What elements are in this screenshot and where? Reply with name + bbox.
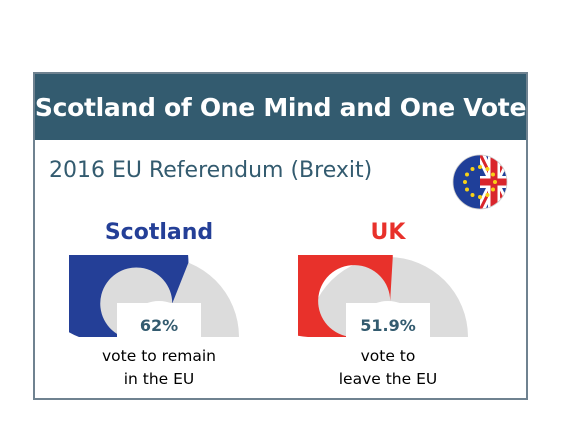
eu-star: [478, 165, 482, 169]
gauge-scotland: 62%: [69, 255, 239, 337]
gauge-fill-uk: [298, 255, 393, 337]
eu-star: [478, 195, 482, 199]
infographic-card: Scotland of One Mind and One Vote 2016 E…: [33, 72, 528, 400]
gauge-value-box-uk: [346, 303, 430, 337]
eu-star: [470, 192, 475, 197]
caption-line: in the EU: [123, 370, 195, 388]
banner-title: Scotland of One Mind and One Vote: [34, 92, 527, 122]
gauge-fill-scotland: [69, 255, 189, 337]
title-banner: Scotland of One Mind and One Vote: [35, 74, 526, 140]
caption-line: vote to: [360, 347, 416, 365]
eu-uk-flag-icon: [452, 154, 508, 210]
eu-star: [490, 172, 495, 177]
eu-star: [493, 180, 497, 184]
gauge-value-uk: 51.9%: [360, 316, 416, 335]
caption-line: leave the EU: [338, 370, 438, 388]
gauge-title-uk: UK: [370, 220, 406, 245]
eu-star: [470, 167, 475, 172]
eu-star: [485, 192, 490, 197]
caption-line: vote to remain: [102, 347, 216, 365]
eu-star: [465, 187, 470, 192]
gauge-title-scotland: Scotland: [104, 220, 214, 245]
eu-star: [463, 180, 467, 184]
gauge-uk: 51.9%: [298, 255, 468, 337]
gauge-caption-uk: vote to leave the EU: [298, 345, 478, 391]
eu-star: [490, 187, 495, 192]
eu-star: [485, 167, 490, 172]
eu-star: [465, 172, 470, 177]
gauge-value-box-scotland: [117, 303, 201, 337]
gauge-value-scotland: 62%: [140, 316, 178, 335]
gauge-caption-scotland: vote to remain in the EU: [69, 345, 249, 391]
subtitle: 2016 EU Referendum (Brexit): [49, 158, 373, 183]
